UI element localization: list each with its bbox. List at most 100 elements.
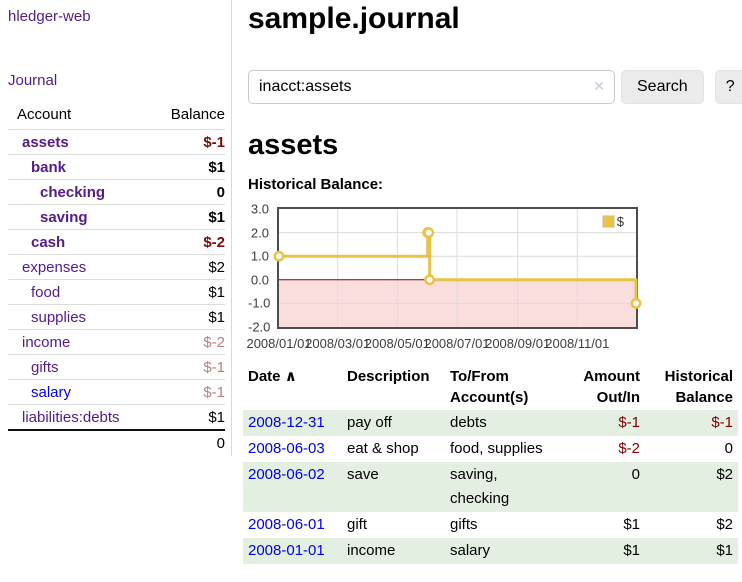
chart-plot-area: $ [273,207,642,329]
register-row: 2008-06-01 gift gifts $1 $2 [243,512,738,538]
search-form: ✕ Search ? [248,70,742,104]
account-row: cash $-2 [8,229,225,255]
account-balance: $-2 [148,229,225,255]
account-balance: $1 [148,404,225,430]
accounts-cell: debts [450,414,487,431]
balance-cell: $2 [716,466,733,483]
register-header-description: Description [347,368,430,385]
account-link[interactable]: gifts [31,359,59,376]
accounts-cell: saving, checking [450,466,510,507]
account-link[interactable]: assets [22,134,69,151]
x-axis-tick-label: 2008/03/01 [305,336,371,351]
x-axis-tick-label: 2008/09/01 [485,336,551,351]
description-cell: eat & shop [347,440,419,457]
description-cell: save [347,466,379,483]
account-row: supplies $1 [8,304,225,330]
amount-cell: $-2 [618,440,640,457]
date-link[interactable]: 2008-12-31 [248,414,325,431]
register-row: 2008-06-02 save saving, checking 0 $2 [243,462,738,512]
account-link[interactable]: saving [40,209,88,226]
account-row: liabilities:debts $1 [8,404,225,430]
account-link[interactable]: liabilities:debts [22,409,120,426]
x-axis-tick-label: 2008/01/01 [246,336,312,351]
accounts-header-account: Account [17,106,72,123]
account-row: expenses $2 [8,254,225,280]
register-row: 2008-12-31 pay off debts $-1 $-1 [243,410,738,436]
account-link[interactable]: bank [31,159,67,176]
sort-asc-icon: ∧ [284,368,297,385]
register-row: 2008-01-01 income salary $1 $1 [243,538,738,564]
date-link[interactable]: 2008-06-02 [248,466,325,483]
clear-search-icon[interactable]: ✕ [593,78,605,94]
account-link[interactable]: food [31,284,61,301]
account-row: salary $-1 [8,379,225,405]
account-balance: 0 [148,179,225,205]
register-header-date[interactable]: Date ∧ [248,368,297,385]
account-row: gifts $-1 [8,354,225,380]
app: hledger-web Journal Account Balance asse… [0,0,742,564]
account-row: bank $1 [8,154,225,180]
search-input[interactable] [248,70,615,104]
accounts-cell: food, supplies [450,440,543,457]
historical-balance-chart: $ 3.0 2.0 1.0 0.0 -1.0 -2.0 2008/01/01 2008/03/… [246,201,688,351]
chart-canvas [273,209,642,327]
account-link[interactable]: income [22,334,71,351]
account-link[interactable]: salary [31,384,72,401]
account-row: food $1 [8,279,225,305]
account-link[interactable]: checking [40,184,106,201]
account-balance: $2 [148,254,225,280]
brand-link[interactable]: hledger-web [8,8,91,25]
register-header-row: Date ∧ Description To/From Account(s) Am… [243,365,738,410]
date-link[interactable]: 2008-01-01 [248,542,325,559]
y-axis-tick-label: 0.0 [250,272,269,288]
register-table: Date ∧ Description To/From Account(s) Am… [243,365,738,564]
account-heading: assets [248,129,339,161]
amount-cell: $1 [623,516,640,533]
balance-cell: 0 [724,440,733,457]
x-axis-tick-label: 2008/07/01 [424,336,490,351]
register-header-balance: Historical Balance [664,368,733,406]
description-cell: pay off [347,414,392,431]
account-link[interactable]: cash [31,234,66,251]
help-button[interactable]: ? [714,70,742,104]
date-link[interactable]: 2008-06-01 [248,516,325,533]
y-axis-tick-label: -1.0 [248,295,271,311]
description-cell: gift [347,516,368,533]
register-row: 2008-06-03 eat & shop food, supplies $-2… [243,436,738,462]
accounts-cell: gifts [450,516,478,533]
description-cell: income [347,542,396,559]
account-balance: $1 [148,279,225,305]
accounts-cell: salary [450,542,491,559]
chart-legend: $ [601,214,624,229]
account-row: checking 0 [8,179,225,205]
x-axis-tick-label: 2008/05/01 [364,336,430,351]
register-header-amount: Amount Out/In [583,368,640,406]
accounts-header-balance: Balance [170,106,225,123]
balance-cell: $2 [716,516,733,533]
account-link[interactable]: supplies [31,309,87,326]
account-row: assets $-1 [8,129,225,155]
accounts-table: Account Balance assets $-1 bank $1 check… [8,104,225,455]
account-balance: $-1 [148,379,225,405]
account-balance: $1 [148,304,225,330]
y-axis-tick-label: 2.0 [250,225,269,241]
y-axis-tick-label: -2.0 [248,319,271,335]
sidebar-item-journal[interactable]: Journal [8,72,58,89]
register-header-accounts: To/From Account(s) [450,368,529,406]
accounts-header-row: Account Balance [8,104,225,130]
accounts-total-balance: 0 [148,429,225,455]
x-axis-tick-label: 2008/11/01 [545,336,610,351]
date-link[interactable]: 2008-06-03 [248,440,325,457]
y-axis-tick-label: 1.0 [250,248,269,264]
y-axis-tick-label: 3.0 [250,201,269,217]
sidebar: hledger-web Journal Account Balance asse… [0,0,232,456]
amount-cell: $-1 [618,414,640,431]
account-balance: $1 [148,204,225,230]
amount-cell: $1 [623,542,640,559]
account-link[interactable]: expenses [22,259,87,276]
balance-cell: $-1 [711,414,733,431]
search-button[interactable]: Search [621,70,704,104]
page-title: sample.journal [248,2,460,35]
legend-label: $ [616,214,624,229]
account-row: saving $1 [8,204,225,230]
